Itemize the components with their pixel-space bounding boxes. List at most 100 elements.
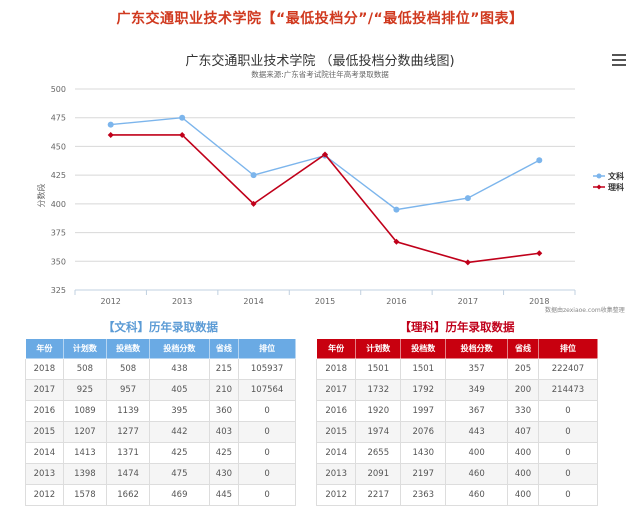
col-plan: 计划数 bbox=[62, 338, 107, 359]
y-tick-label: 450 bbox=[51, 142, 66, 151]
y-tick-label: 350 bbox=[51, 257, 66, 266]
table-cell: 2017 bbox=[25, 379, 64, 401]
table-cell: 508 bbox=[105, 358, 151, 380]
table-cell: 0 bbox=[537, 400, 599, 422]
table-row: 2018 1501 1501 357 205 222407 bbox=[315, 358, 599, 380]
table-cell: 0 bbox=[238, 400, 296, 422]
table-row: 2013 1398 1474 475 430 0 bbox=[25, 463, 296, 485]
hamburger-menu-icon[interactable] bbox=[612, 54, 626, 66]
table-row: 2016 1920 1997 367 330 0 bbox=[315, 400, 599, 422]
y-tick-label: 400 bbox=[51, 200, 66, 209]
table-row: 2015 1974 2076 443 407 0 bbox=[315, 421, 599, 443]
table-cell: 105937 bbox=[238, 358, 296, 380]
table-cell: 1430 bbox=[400, 442, 447, 464]
table-cell: 2076 bbox=[400, 421, 447, 443]
data-point[interactable] bbox=[250, 200, 257, 207]
table-cell: 460 bbox=[445, 463, 509, 485]
table-cell: 1920 bbox=[355, 400, 402, 422]
table-cell: 1792 bbox=[400, 379, 447, 401]
x-tick-label: 2015 bbox=[315, 297, 335, 306]
table-cell: 1474 bbox=[105, 463, 151, 485]
table-cell: 400 bbox=[507, 442, 539, 464]
table-cell: 200 bbox=[507, 379, 539, 401]
table-cell: 0 bbox=[238, 463, 296, 485]
table-cell: 430 bbox=[208, 463, 240, 485]
wen-admission-table: 年份 计划数 投档数 投档分数 省线 排位 2018 508 508 438 215 10… bbox=[25, 338, 296, 506]
table-cell: 425 bbox=[149, 442, 210, 464]
x-tick-label: 2012 bbox=[101, 297, 121, 306]
col-admitted: 投档数 bbox=[400, 338, 447, 359]
table-cell: 469 bbox=[149, 484, 210, 506]
y-tick-label: 500 bbox=[51, 85, 66, 94]
series-line-0 bbox=[110, 116, 540, 211]
table-cell: 2016 bbox=[315, 400, 357, 422]
table-cell: 2013 bbox=[25, 463, 64, 485]
data-point[interactable] bbox=[107, 131, 114, 138]
col-score: 投档分数 bbox=[445, 338, 509, 359]
data-point[interactable] bbox=[250, 172, 257, 179]
data-point[interactable] bbox=[322, 151, 328, 158]
table-row: 2013 2091 2197 460 400 0 bbox=[315, 463, 599, 485]
table-row: 2012 1578 1662 469 445 0 bbox=[25, 484, 296, 506]
col-province-line: 省线 bbox=[208, 338, 240, 359]
chart-credits: 数据由zexiaoe.com收集整理 bbox=[545, 307, 625, 314]
table-cell: 400 bbox=[507, 463, 539, 485]
col-year: 年份 bbox=[315, 338, 357, 359]
data-point[interactable] bbox=[536, 157, 543, 164]
chart-title: 广东交通职业技术学院 （最低投档分数曲线图) bbox=[185, 54, 455, 69]
page-title: 广东交通职业技术学院【“最低投档分”/“最低投档排位”图表】 bbox=[116, 11, 524, 27]
table-cell: 349 bbox=[445, 379, 509, 401]
x-tick-label: 2016 bbox=[386, 297, 406, 306]
table-cell: 400 bbox=[445, 442, 509, 464]
table-cell: 2013 bbox=[315, 463, 357, 485]
col-rank: 排位 bbox=[537, 338, 599, 359]
legend-item-0[interactable]: 文科 bbox=[593, 171, 624, 181]
col-rank: 排位 bbox=[238, 338, 296, 359]
table-cell: 1997 bbox=[400, 400, 447, 422]
table-header-row: 年份 计划数 投档数 投档分数 省线 排位 bbox=[25, 338, 296, 359]
table-cell: 405 bbox=[149, 379, 210, 401]
table-cell: 1277 bbox=[105, 421, 151, 443]
table-cell: 2217 bbox=[355, 484, 402, 506]
legend-item-1[interactable]: 理科 bbox=[593, 182, 624, 192]
data-point[interactable] bbox=[536, 250, 543, 257]
data-point[interactable] bbox=[107, 121, 114, 128]
table-cell: 0 bbox=[537, 484, 599, 506]
table-row: 2014 1413 1371 425 425 0 bbox=[25, 442, 296, 464]
table-cell: 442 bbox=[149, 421, 210, 443]
data-point[interactable] bbox=[179, 131, 186, 138]
table-cell: 2018 bbox=[315, 358, 357, 380]
table-cell: 2363 bbox=[400, 484, 447, 506]
line-chart: 325 350 375 400 425 450 475 500 2012 2013 2014 2015… bbox=[36, 85, 624, 306]
table-cell: 2014 bbox=[25, 442, 64, 464]
table-cell: 0 bbox=[238, 442, 296, 464]
data-point[interactable] bbox=[464, 195, 471, 202]
table-cell: 367 bbox=[445, 400, 509, 422]
table-cell: 2016 bbox=[25, 400, 64, 422]
table-cell: 0 bbox=[238, 421, 296, 443]
data-point[interactable] bbox=[464, 259, 471, 266]
table-cell: 215 bbox=[208, 358, 240, 380]
table-header-row: 年份 计划数 投档数 投档分数 省线 排位 bbox=[315, 338, 599, 359]
table-cell: 460 bbox=[445, 484, 509, 506]
data-point[interactable] bbox=[393, 238, 400, 245]
table-row: 2015 1207 1277 442 403 0 bbox=[25, 421, 296, 443]
data-point[interactable] bbox=[393, 206, 400, 213]
table-cell: 1371 bbox=[105, 442, 151, 464]
table-cell: 2015 bbox=[25, 421, 64, 443]
col-year: 年份 bbox=[25, 338, 64, 359]
table-cell: 360 bbox=[208, 400, 240, 422]
table-cell: 508 bbox=[62, 358, 107, 380]
data-point[interactable] bbox=[179, 114, 186, 121]
col-admitted: 投档数 bbox=[105, 338, 151, 359]
x-tick-label: 2013 bbox=[172, 297, 192, 306]
legend-label: 理科 bbox=[608, 182, 624, 192]
table-cell: 0 bbox=[238, 484, 296, 506]
x-tick-label: 2014 bbox=[243, 297, 263, 306]
table-cell: 475 bbox=[149, 463, 210, 485]
table-cell: 214473 bbox=[537, 379, 599, 401]
table-row: 2017 1732 1792 349 200 214473 bbox=[315, 379, 599, 401]
table-cell: 330 bbox=[507, 400, 539, 422]
table-row: 2017 925 957 405 210 107564 bbox=[25, 379, 296, 401]
table-cell: 1089 bbox=[62, 400, 107, 422]
